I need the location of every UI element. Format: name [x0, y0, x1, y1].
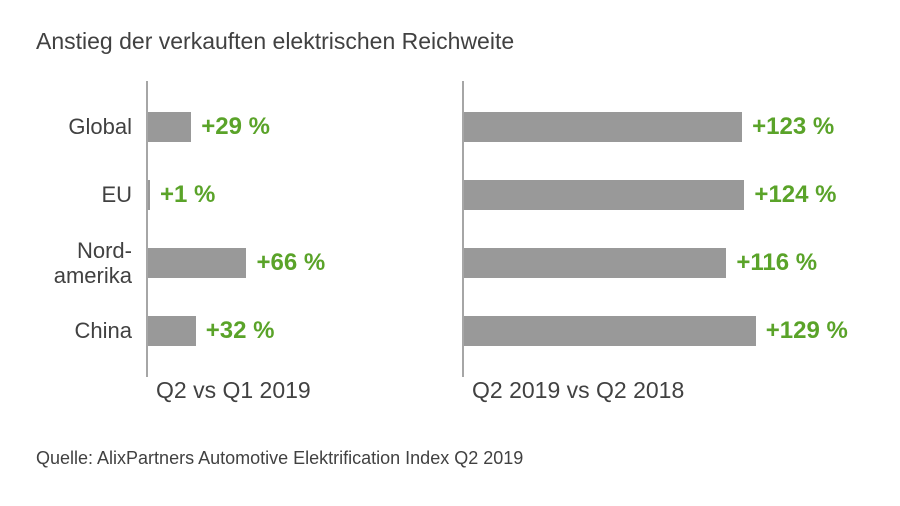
chart-row: Global +29 % +123 %: [36, 93, 864, 161]
value-label: +129 %: [766, 317, 848, 345]
category-label: China: [36, 318, 146, 343]
source-text: Quelle: AlixPartners Automotive Elektrif…: [36, 448, 864, 469]
value-label: +66 %: [256, 249, 325, 277]
chart-title: Anstieg der verkauften elektrischen Reic…: [36, 28, 864, 55]
bar: [464, 112, 742, 142]
axis-line: [462, 285, 464, 377]
value-label: +116 %: [736, 249, 817, 277]
x-axis-labels: Q2 vs Q1 2019 Q2 2019 vs Q2 2018: [36, 377, 864, 404]
value-label: +29 %: [201, 113, 270, 141]
chart-row: Nord-amerika +66 % +116 %: [36, 229, 864, 297]
value-label: +124 %: [754, 181, 836, 209]
bar: [148, 112, 191, 142]
chart-row: EU +1 % +124 %: [36, 161, 864, 229]
panel-right: +129 %: [462, 297, 852, 365]
bar: [464, 180, 744, 210]
panel-left: +1 %: [146, 161, 436, 229]
panel-left: +66 %: [146, 229, 436, 297]
value-label: +123 %: [752, 113, 834, 141]
chart-area: Global +29 % +123 % EU +1 % +124 % Nord-…: [36, 93, 864, 404]
panel-right: +116 %: [462, 229, 852, 297]
panel-label-left: Q2 vs Q1 2019: [146, 377, 436, 404]
category-label: Nord-amerika: [36, 238, 146, 289]
value-label: +32 %: [206, 317, 275, 345]
bar: [148, 248, 246, 278]
chart-row: China +32 % +129 %: [36, 297, 864, 365]
bar: [148, 316, 196, 346]
value-label: +1 %: [160, 181, 215, 209]
panel-right: +124 %: [462, 161, 852, 229]
bar: [464, 248, 726, 278]
bar: [148, 180, 150, 210]
panel-label-right: Q2 2019 vs Q2 2018: [462, 377, 852, 404]
panel-left: +32 %: [146, 297, 436, 365]
category-label: EU: [36, 182, 146, 207]
axis-line: [146, 285, 148, 377]
category-label: Global: [36, 114, 146, 139]
bar: [464, 316, 756, 346]
panel-right: +123 %: [462, 93, 852, 161]
panel-left: +29 %: [146, 93, 436, 161]
